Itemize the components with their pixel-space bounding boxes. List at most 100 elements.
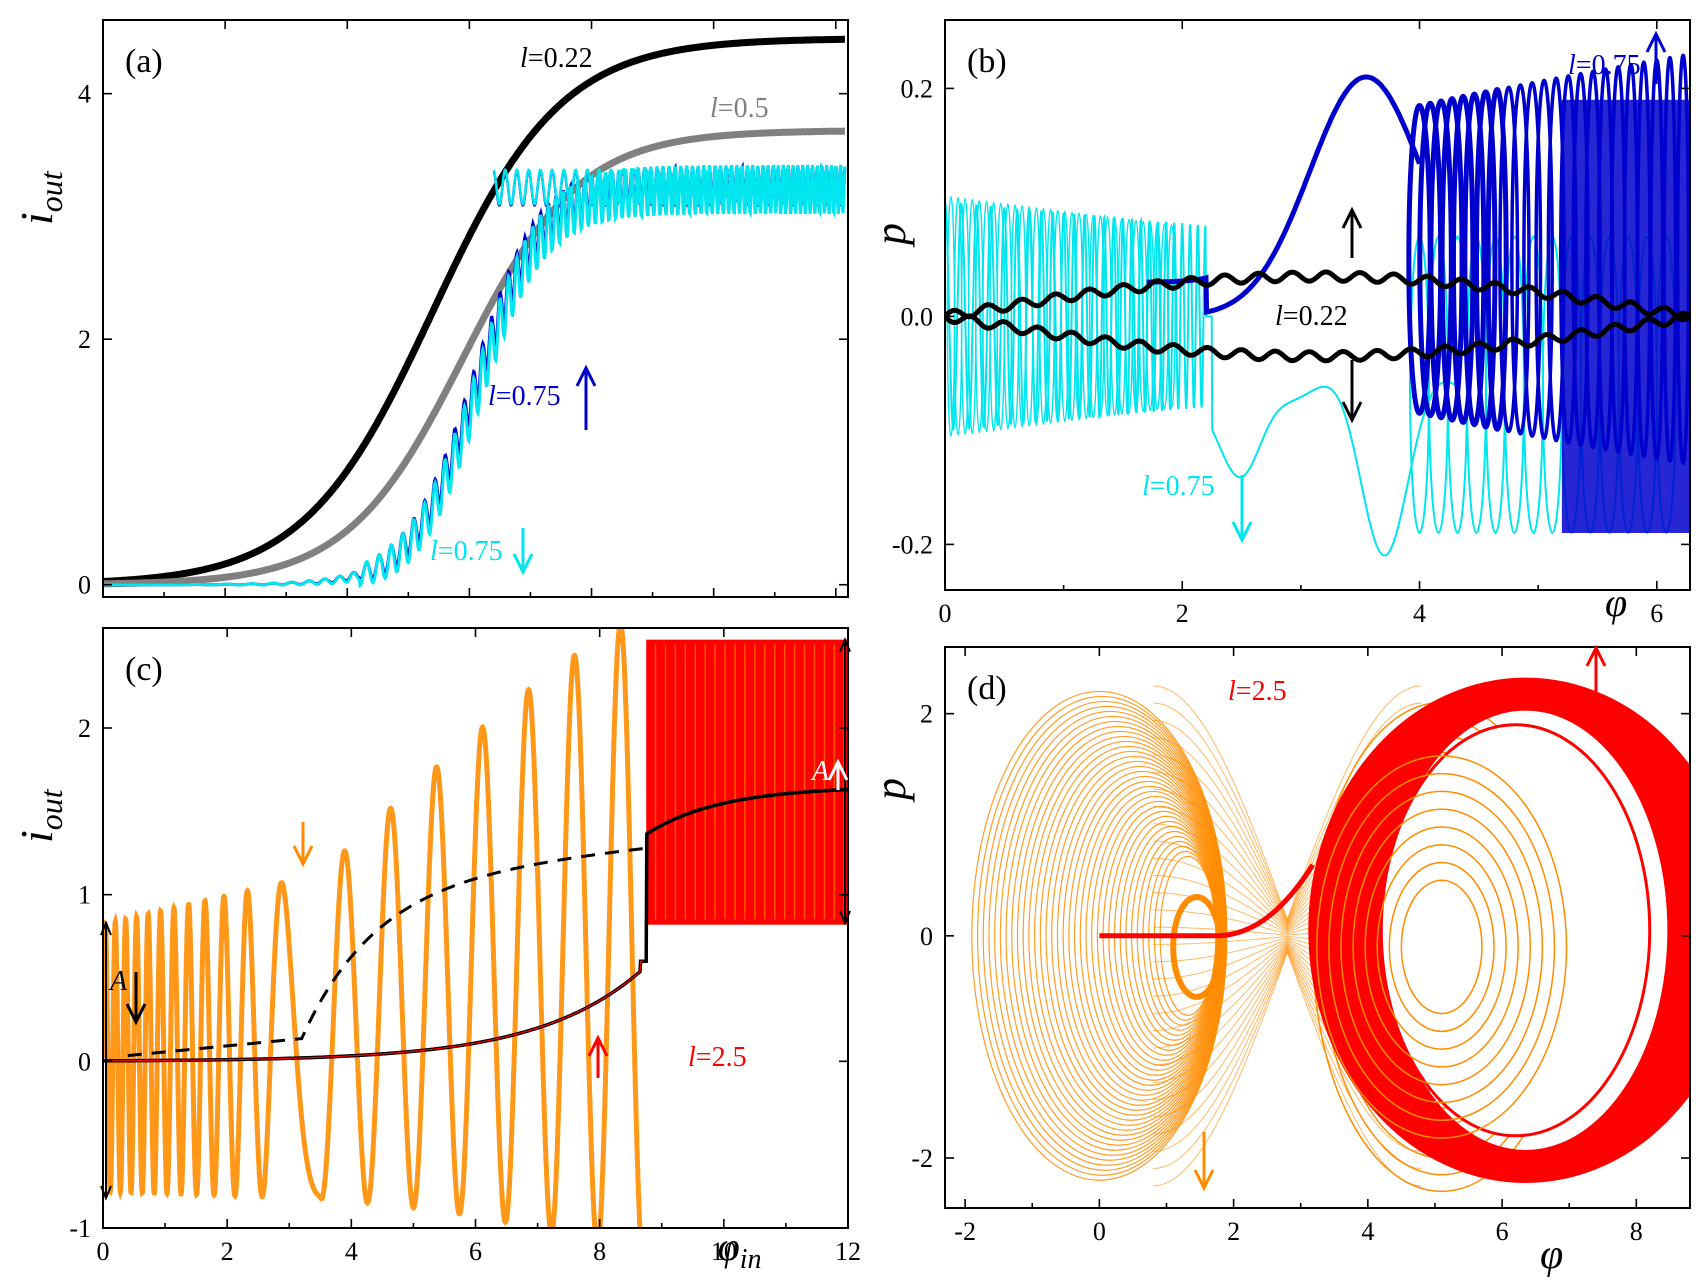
panel-d: -2 0 2 4 6 8 -2 0 2 (d) φ p l=2.5 xyxy=(866,644,1691,1278)
y-tick-label: 2 xyxy=(78,714,91,743)
annotation-l075-up: l=0.75 xyxy=(488,381,561,412)
orange-funnel xyxy=(1153,685,1422,921)
panel-a: 0 2 4 (a) iout l=0.22 l=0.5 l=0.75 l=0.75 xyxy=(11,19,849,600)
x-tick-label: 0 xyxy=(939,599,952,628)
arrow-down-icon xyxy=(512,528,534,576)
cyan-loop xyxy=(1167,224,1176,409)
orange-series xyxy=(103,628,643,1228)
y-axis-label: p xyxy=(866,223,915,248)
x-tick-label: 0 xyxy=(97,1237,110,1266)
x-tick-label: 4 xyxy=(345,1237,358,1266)
red-ring-inner xyxy=(1379,723,1652,1138)
orange-loop-inner xyxy=(1364,826,1519,1068)
arrow-down-icon xyxy=(1231,475,1253,544)
y-tick-label: 0.2 xyxy=(901,74,934,103)
arrow-up-icon xyxy=(575,364,597,430)
arrow-down-icon xyxy=(125,972,147,1026)
series-line xyxy=(103,161,847,589)
orange-loop-inner xyxy=(1316,755,1568,1139)
red-series xyxy=(103,960,644,1062)
annotation-A-lower: A xyxy=(108,966,128,997)
plot-frame xyxy=(102,19,849,598)
arrow-down-icon xyxy=(1193,1132,1215,1192)
y-axis-label: iout xyxy=(11,788,69,843)
red-series xyxy=(1099,863,1315,939)
annotation-l075-up: l=0.75 xyxy=(1568,50,1641,81)
panel-label: (d) xyxy=(967,670,1007,707)
y-tick-label: 0 xyxy=(920,922,933,951)
annotation-l075-down: l=0.75 xyxy=(1142,471,1215,502)
red-ring xyxy=(1308,677,1690,1183)
x-tick-label: 2 xyxy=(221,1237,234,1266)
panel-label: (a) xyxy=(125,43,163,80)
annotation-l075-down: l=0.75 xyxy=(430,536,503,567)
x-tick-label: 4 xyxy=(1413,599,1426,628)
x-axis-label: φ xyxy=(1605,580,1627,625)
orange-loop-inner xyxy=(1340,790,1544,1104)
x-tick-label: 4 xyxy=(1361,1217,1374,1246)
blue-loop xyxy=(1485,87,1509,432)
y-tick-label: 2 xyxy=(78,325,91,354)
x-tick-label: 2 xyxy=(1227,1217,1240,1246)
y-tick-label: 0.0 xyxy=(901,302,934,331)
x-tick-label: 6 xyxy=(469,1237,482,1266)
orange-loop-inner xyxy=(1400,879,1483,1015)
blue-loop xyxy=(1534,78,1554,441)
annotation-l05: l=0.5 xyxy=(710,93,769,124)
y-tick-label: 0 xyxy=(78,1047,91,1076)
arrow-up-icon xyxy=(1645,30,1667,84)
y-tick-label: -0.2 xyxy=(892,530,933,559)
x-tick-label: 0 xyxy=(1093,1217,1106,1246)
x-tick-label: 12 xyxy=(835,1237,861,1266)
black-series-lower xyxy=(945,310,1690,364)
series-line xyxy=(103,35,845,585)
y-tick-label: 2 xyxy=(920,700,933,729)
annotation-l022: l=0.22 xyxy=(520,43,593,74)
y-tick-label: -1 xyxy=(69,1214,91,1243)
arrow-down-icon xyxy=(1341,360,1363,424)
x-tick-label: 6 xyxy=(1650,599,1663,628)
arrow-down-icon xyxy=(292,822,314,868)
annotation-A-upper: A xyxy=(810,756,830,787)
x-tick-label: 8 xyxy=(593,1237,606,1266)
blue-loop xyxy=(1510,83,1531,436)
y-tick-label: 0 xyxy=(78,571,91,600)
blue-loop xyxy=(1689,171,1690,348)
x-axis-label: φin xyxy=(718,1224,762,1275)
arrow-up-icon xyxy=(1585,644,1607,700)
blue-loop xyxy=(1439,96,1465,423)
orange-loop-inner xyxy=(1388,861,1495,1033)
x-tick-label: 6 xyxy=(1496,1217,1509,1246)
orange-funnel xyxy=(1153,948,1422,1152)
amplitude-double-arrow-icon xyxy=(100,920,112,1201)
plot-area xyxy=(971,677,1690,1193)
amplitude-double-arrow-icon xyxy=(839,637,851,926)
panel-label: (c) xyxy=(125,651,163,688)
plot-area xyxy=(103,628,848,1228)
blue-loop xyxy=(1522,80,1543,438)
y-tick-label: 1 xyxy=(78,881,91,910)
x-tick-label: -2 xyxy=(954,1217,976,1246)
x-tick-label: 2 xyxy=(1176,599,1189,628)
black-series-upper xyxy=(945,269,1690,323)
orange-loop-inner xyxy=(1376,843,1507,1050)
blue-loop xyxy=(1462,91,1487,428)
series-line xyxy=(103,127,845,588)
y-tick-label: -2 xyxy=(911,1144,933,1173)
annotation-l022: l=0.22 xyxy=(1275,301,1348,332)
x-axis-label: φ xyxy=(1540,1232,1563,1278)
annotation-l25: l=2.5 xyxy=(1228,676,1287,707)
dashed-amplitude-line xyxy=(127,847,644,1058)
arrow-up-icon xyxy=(1341,206,1363,258)
cyan-series xyxy=(945,201,1456,557)
blue-loop xyxy=(1473,89,1498,430)
orange-loop-inner xyxy=(1352,808,1532,1086)
series-oscillation xyxy=(492,167,846,207)
orange-small-loop xyxy=(1170,893,1224,1000)
plot-area xyxy=(945,53,1690,557)
blue-loop xyxy=(1450,93,1476,425)
orange-loop-inner xyxy=(1328,772,1556,1121)
panel-label: (b) xyxy=(967,43,1007,80)
